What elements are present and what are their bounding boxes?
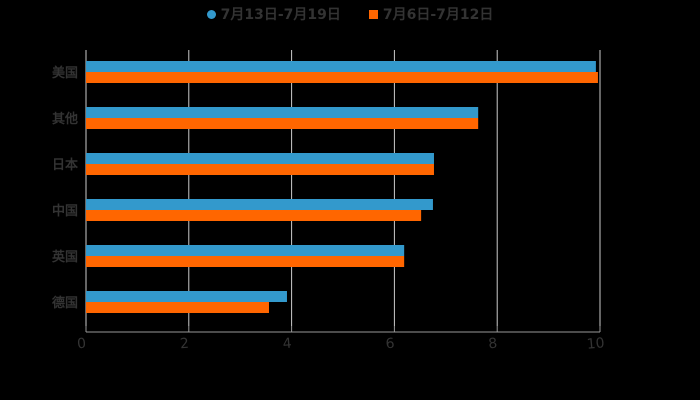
bar[interactable] xyxy=(86,256,405,267)
bar[interactable] xyxy=(86,107,479,118)
legend-label: 7月13日-7月19日 xyxy=(220,7,341,23)
legend-circle-icon xyxy=(206,9,216,19)
bar[interactable] xyxy=(86,210,422,221)
bar[interactable] xyxy=(86,291,287,302)
y-category-label: 德国 xyxy=(52,295,78,311)
legend-item-week2[interactable]: 7月13日-7月19日 xyxy=(206,4,341,24)
y-category-label: 美国 xyxy=(52,65,78,81)
x-tick-label: 6 xyxy=(385,336,395,353)
y-category-label: 日本 xyxy=(52,157,78,173)
bar[interactable] xyxy=(86,153,434,164)
legend-label: 7月6日-7月12日 xyxy=(382,7,494,23)
x-tick-label: 2 xyxy=(179,336,189,353)
y-category-label: 中国 xyxy=(52,203,78,219)
x-tick-label: 0 xyxy=(77,336,87,353)
bar[interactable] xyxy=(86,199,433,210)
legend-item-week1[interactable]: 7月6日-7月12日 xyxy=(368,4,494,24)
x-tick-label: 8 xyxy=(488,336,498,353)
bar[interactable] xyxy=(86,72,598,83)
bar[interactable] xyxy=(86,245,405,256)
bar[interactable] xyxy=(86,61,596,72)
bar[interactable] xyxy=(86,164,434,175)
x-tick-label: 10 xyxy=(586,335,605,352)
chart-legend: 7月13日-7月19日 7月6日-7月12日 xyxy=(0,4,700,24)
bar[interactable] xyxy=(86,302,269,313)
legend-square-icon xyxy=(368,9,378,19)
bar[interactable] xyxy=(86,118,479,129)
y-category-label: 英国 xyxy=(51,249,78,265)
y-category-label: 其他 xyxy=(52,111,78,127)
x-tick-label: 4 xyxy=(282,336,292,353)
